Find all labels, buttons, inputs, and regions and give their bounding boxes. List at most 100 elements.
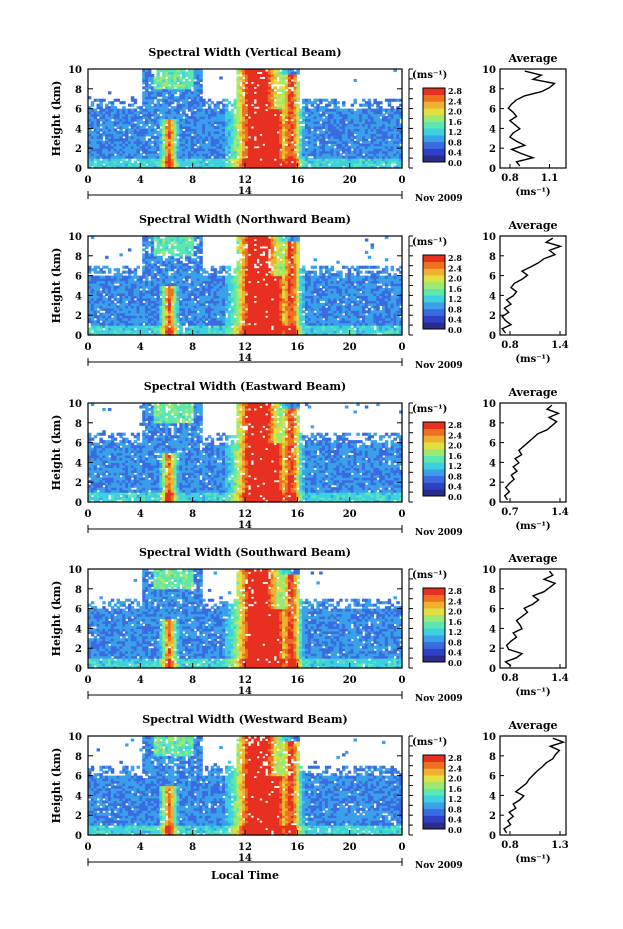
heatmap-cell [359,108,363,112]
heatmap-cell [339,138,343,142]
heatmap-cell [88,317,92,321]
heatmap-cell [362,120,366,125]
heatmap-cell [242,260,246,264]
heatmap-cell [199,278,203,282]
heatmap-cell [313,123,317,127]
heatmap-cell [239,302,243,306]
heatmap-cell [205,125,209,129]
heatmap-cell [216,302,220,306]
heatmap-cell [167,73,172,78]
heatmap-cell [350,133,355,137]
heatmap-cell [153,320,158,324]
colorbar-segment [423,128,445,136]
heatmap-cell [105,292,109,297]
heatmap-cell [370,138,375,142]
heatmap-cell [210,307,215,311]
heatmap-cell [133,283,138,287]
heatmap-cell [247,123,252,127]
heatmap-cell [173,69,178,73]
heatmap-cell [202,322,206,326]
heatmap-cell [382,143,386,147]
heatmap-cell [333,128,337,132]
heatmap-cell [216,310,220,314]
heatmap-cell [185,98,189,102]
heatmap-cell [296,135,300,139]
heatmap-cell [230,278,235,282]
heatmap-cell [279,98,283,102]
heatmap-cell [219,297,223,301]
heatmap-cell [219,118,223,122]
heatmap-cell [310,101,315,105]
heatmap-cell [167,113,172,117]
heatmap-cell [190,238,195,242]
heatmap-cell [242,148,246,152]
heatmap-cell [156,250,160,254]
heatmap-cell [330,150,335,154]
heatmap-cell [162,96,166,100]
heatmap-cell [250,83,255,87]
heatmap-cell [364,150,369,154]
heatmap-cell [210,295,215,299]
heatmap-cell [145,290,149,294]
heatmap-cell [142,76,146,80]
heatmap-cell [190,140,195,144]
heatmap-cell [150,265,155,269]
heatmap-cell [205,330,209,334]
heatmap-cell [179,153,183,157]
heatmap-cell [253,155,258,159]
heatmap-cell [270,71,275,75]
heatmap-cell [173,300,178,304]
heatmap-cell [302,116,306,120]
heatmap-cell [96,300,101,304]
heatmap-cell [393,108,397,112]
heatmap-cell [233,155,238,159]
heatmap-cell [193,265,198,269]
heatmap-cell [316,106,320,110]
heatmap-cell [159,98,163,102]
heatmap-cell [316,128,320,132]
heatmap-cell [99,138,103,142]
heatmap-cell [216,285,220,289]
heatmap-cell [125,285,129,289]
heatmap-cell [119,322,123,326]
heatmap-cell [99,101,103,105]
heatmap-cell [167,150,172,154]
heatmap-cell [150,280,155,284]
heatmap-cell [185,268,189,272]
heatmap-cell [159,305,163,309]
heatmap-cell [153,108,158,112]
heatmap-cell [250,332,255,336]
heatmap-cell [262,81,266,85]
heatmap-cell [202,113,206,117]
heatmap-cell [187,283,192,287]
heatmap-cell [342,125,346,129]
heatmap-cell [344,135,349,139]
heatmap-cell [147,312,152,316]
heatmap-cell [147,83,152,87]
heatmap-cell [130,290,135,294]
heatmap-cell [96,290,101,294]
heatmap-cell [119,315,123,319]
heatmap-cell [159,143,163,147]
heatmap-cell [196,96,200,100]
heatmap-cell [199,240,203,245]
heatmap-cell [150,148,155,152]
heatmap-cell [150,320,155,324]
heatmap-cell [396,148,400,152]
heatmap-cell [162,116,166,120]
heatmap-cell [165,113,169,117]
heatmap-cell [145,71,149,75]
heatmap-cell [102,312,106,316]
heatmap-cell [344,130,349,134]
heatmap-cell [293,88,297,92]
heatmap-cell [196,245,200,249]
heatmap-cell [147,125,152,129]
heatmap-cell [356,145,360,149]
heatmap-cell [139,275,143,279]
heatmap-cell [119,320,123,324]
heatmap-cell [125,317,129,321]
heatmap-cell [165,270,169,274]
heatmap-cell [270,78,275,82]
heatmap-cell [233,287,238,292]
heatmap-cell [159,108,163,112]
